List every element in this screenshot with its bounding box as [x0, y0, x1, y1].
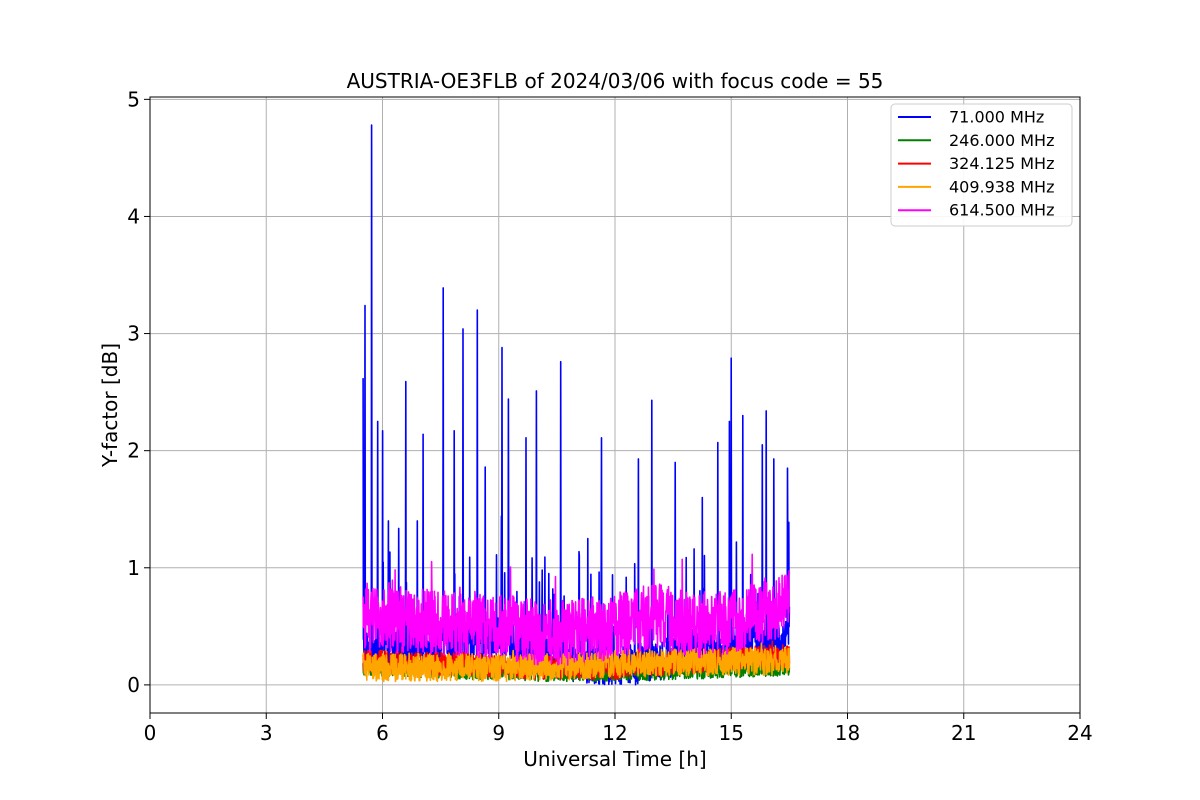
x-tick-label: 6 — [376, 721, 389, 745]
chart-title: AUSTRIA-OE3FLB of 2024/03/06 with focus … — [347, 69, 884, 93]
series-line-3 — [362, 642, 791, 683]
x-tick-label: 12 — [602, 721, 627, 745]
y-axis-label: Y-factor [dB] — [98, 343, 122, 468]
x-axis-label: Universal Time [h] — [523, 747, 706, 771]
y-tick-label: 3 — [127, 322, 140, 346]
legend-label: 324.125 MHz — [949, 154, 1054, 173]
y-tick-label: 2 — [127, 439, 140, 463]
x-tick-label: 15 — [719, 721, 744, 745]
series-line-4 — [362, 553, 791, 666]
x-tick-label: 24 — [1067, 721, 1092, 745]
y-tick-label: 5 — [127, 87, 140, 111]
legend-label: 71.000 MHz — [949, 108, 1044, 127]
legend-label: 246.000 MHz — [949, 131, 1054, 150]
y-tick-label: 1 — [127, 556, 140, 580]
plot-area — [362, 124, 791, 686]
legend: 71.000 MHz 246.000 MHz 324.125 MHz 409.938 … — [890, 103, 1073, 227]
legend-box — [890, 103, 1073, 227]
x-tick-label: 9 — [492, 721, 505, 745]
y-tick-label: 4 — [127, 204, 140, 228]
y-tick-label: 0 — [127, 673, 140, 697]
legend-label: 614.500 MHz — [949, 201, 1054, 220]
legend-label: 409.938 MHz — [949, 177, 1054, 196]
x-tick-label: 0 — [144, 721, 157, 745]
x-tick-label: 18 — [835, 721, 860, 745]
x-tick-label: 3 — [260, 721, 273, 745]
x-tick-label: 21 — [951, 721, 976, 745]
